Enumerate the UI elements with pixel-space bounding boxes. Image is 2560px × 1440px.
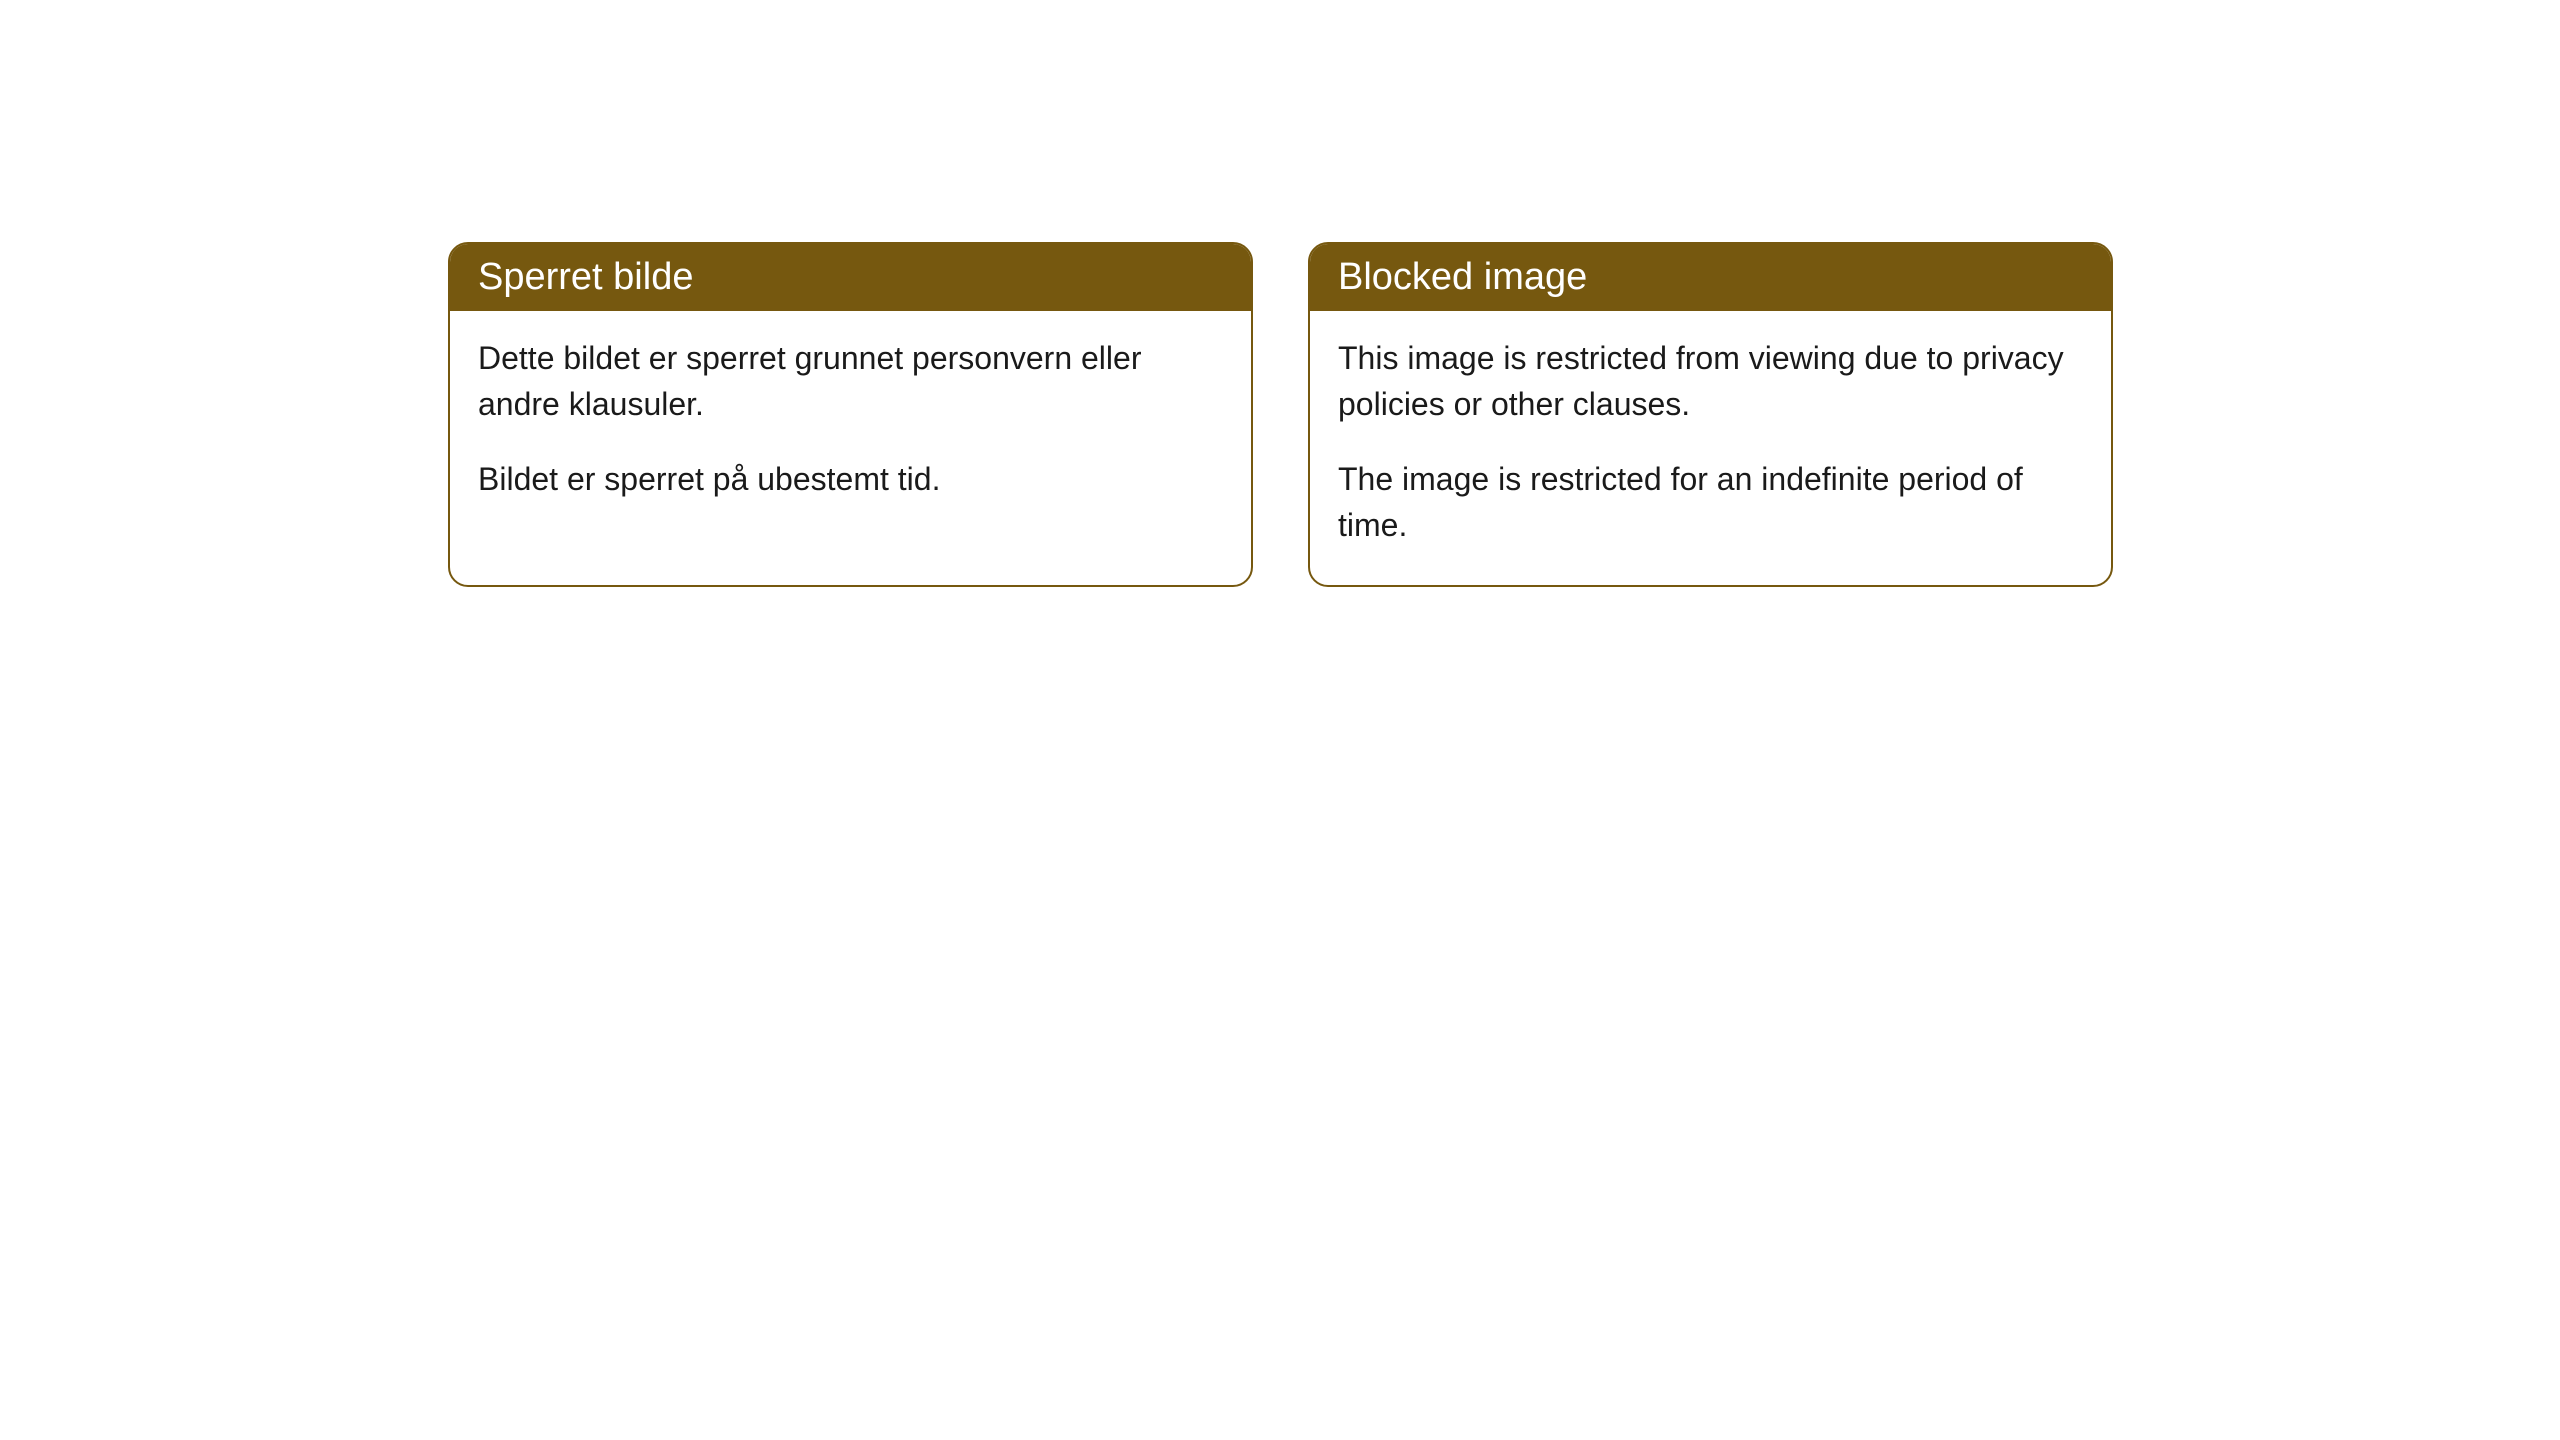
- notice-card-norwegian: Sperret bilde Dette bildet er sperret gr…: [448, 242, 1253, 587]
- notice-header-text: Sperret bilde: [478, 256, 693, 298]
- notice-body: Dette bildet er sperret grunnet personve…: [450, 311, 1251, 538]
- notice-header-text: Blocked image: [1338, 256, 1587, 298]
- notice-header: Sperret bilde: [450, 244, 1251, 311]
- notice-paragraph: This image is restricted from viewing du…: [1338, 335, 2083, 428]
- notice-paragraph: The image is restricted for an indefinit…: [1338, 456, 2083, 549]
- notice-body: This image is restricted from viewing du…: [1310, 311, 2111, 585]
- notice-container: Sperret bilde Dette bildet er sperret gr…: [0, 0, 2560, 587]
- notice-header: Blocked image: [1310, 244, 2111, 311]
- notice-paragraph: Bildet er sperret på ubestemt tid.: [478, 456, 1223, 502]
- notice-card-english: Blocked image This image is restricted f…: [1308, 242, 2113, 587]
- notice-paragraph: Dette bildet er sperret grunnet personve…: [478, 335, 1223, 428]
